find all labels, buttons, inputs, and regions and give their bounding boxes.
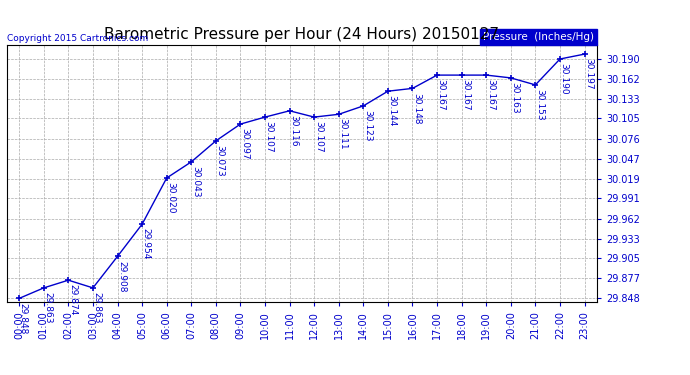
Text: 29.863: 29.863 [43,292,52,324]
Text: 30.163: 30.163 [511,82,520,114]
Title: Barometric Pressure per Hour (24 Hours) 20150127: Barometric Pressure per Hour (24 Hours) … [104,27,500,42]
Text: 30.190: 30.190 [560,63,569,95]
Text: 30.153: 30.153 [535,89,544,121]
Text: 30.148: 30.148 [412,93,421,124]
Text: 30.097: 30.097 [240,128,249,160]
Text: 29.848: 29.848 [19,303,28,334]
Text: 30.107: 30.107 [314,121,323,153]
Text: Pressure  (Inches/Hg): Pressure (Inches/Hg) [483,32,594,42]
Text: 30.167: 30.167 [486,79,495,111]
Text: 30.107: 30.107 [265,121,274,153]
Text: 30.144: 30.144 [388,95,397,127]
Text: 30.197: 30.197 [584,58,593,90]
Text: 30.123: 30.123 [363,110,372,141]
Text: 30.167: 30.167 [462,79,471,111]
Text: 29.863: 29.863 [92,292,101,324]
Text: Copyright 2015 Cartronics.com: Copyright 2015 Cartronics.com [7,34,148,43]
Text: 30.111: 30.111 [338,118,347,150]
Text: 30.116: 30.116 [289,115,298,147]
Text: 30.043: 30.043 [191,166,200,198]
Text: 30.073: 30.073 [215,145,224,177]
Text: 29.908: 29.908 [117,261,126,292]
Text: 29.874: 29.874 [68,284,77,316]
Text: 30.020: 30.020 [166,182,175,214]
Text: 30.167: 30.167 [437,79,446,111]
Text: 29.954: 29.954 [141,228,150,260]
